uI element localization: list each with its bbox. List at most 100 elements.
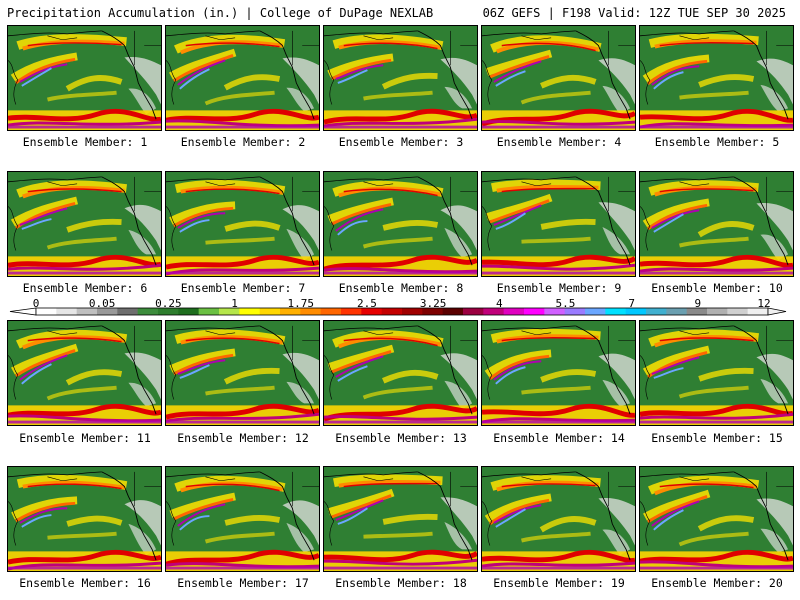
colorbar-swatch-24 <box>524 308 545 315</box>
colorbar-swatch-0 <box>36 308 57 315</box>
colorbar-swatch-28 <box>605 308 627 315</box>
precip-map-7 <box>166 172 319 276</box>
ensemble-member-label-20: Ensemble Member: 20 <box>651 576 783 590</box>
ensemble-member-map-10 <box>639 171 794 277</box>
ensemble-member-map-11 <box>7 320 162 426</box>
colorbar-tick-label: 0 <box>32 297 40 310</box>
ensemble-member-label-19: Ensemble Member: 19 <box>493 576 625 590</box>
ensemble-member-label-15: Ensemble Member: 15 <box>651 431 783 445</box>
colorbar-swatch-1 <box>56 308 78 315</box>
ensemble-member-map-13 <box>323 320 478 426</box>
colorbar-swatch-26 <box>564 308 586 315</box>
colorbar-swatch-35 <box>747 308 769 315</box>
colorbar-swatch-14 <box>320 308 342 315</box>
colorbar-swatch-4 <box>117 308 139 315</box>
ensemble-member-label-18: Ensemble Member: 18 <box>335 576 467 590</box>
map-title: Precipitation Accumulation (in.) | Colle… <box>7 6 434 20</box>
colorbar-swatch-12 <box>280 308 301 315</box>
precip-map-8 <box>324 172 477 276</box>
colorbar-tick-label: 9 <box>694 297 702 310</box>
precip-map-2 <box>166 26 319 130</box>
model-run-info: 06Z GEFS | F198 Valid: 12Z TUE SEP 30 20… <box>482 6 786 20</box>
ensemble-member-label-12: Ensemble Member: 12 <box>177 431 309 445</box>
colorbar-tick-label: 4 <box>495 297 503 310</box>
precip-map-12 <box>166 321 319 425</box>
precip-map-1 <box>8 26 161 130</box>
ensemble-member-map-1 <box>7 25 162 131</box>
colorbar-tick-label: 1 <box>231 297 238 310</box>
precip-map-4 <box>482 26 635 130</box>
colorbar-tick-label: 2.5 <box>356 297 377 310</box>
colorbar-swatch-27 <box>585 308 606 315</box>
colorbar-swatch-29 <box>625 308 647 315</box>
colorbar-tick-label: 12 <box>757 297 771 310</box>
ensemble-member-map-4 <box>481 25 636 131</box>
colorbar-swatch-7 <box>178 308 200 315</box>
precip-map-3 <box>324 26 477 130</box>
ensemble-member-map-9 <box>481 171 636 277</box>
colorbar-swatch-20 <box>442 308 464 315</box>
ensemble-member-label-7: Ensemble Member: 7 <box>180 281 306 295</box>
ensemble-member-label-13: Ensemble Member: 13 <box>335 431 467 445</box>
ensemble-member-map-17 <box>165 466 320 572</box>
precip-map-13 <box>324 321 477 425</box>
colorbar-tick-label: 5.5 <box>555 297 576 310</box>
colorbar-swatch-31 <box>666 308 688 315</box>
ensemble-member-label-4: Ensemble Member: 4 <box>496 135 622 149</box>
colorbar-swatch-11 <box>259 308 281 315</box>
colorbar-tick-label: 3.25 <box>419 297 447 310</box>
ensemble-member-label-2: Ensemble Member: 2 <box>180 135 306 149</box>
ensemble-member-map-19 <box>481 466 636 572</box>
ensemble-member-label-17: Ensemble Member: 17 <box>177 576 309 590</box>
colorbar-swatch-22 <box>483 308 505 315</box>
colorbar-swatch-16 <box>361 308 383 315</box>
precip-map-16 <box>8 467 161 571</box>
precip-map-14 <box>482 321 635 425</box>
colorbar-tick-label: 0.05 <box>88 297 116 310</box>
ensemble-member-map-8 <box>323 171 478 277</box>
precip-map-18 <box>324 467 477 571</box>
colorbar-swatch-23 <box>503 308 525 315</box>
ensemble-member-map-12 <box>165 320 320 426</box>
precip-map-17 <box>166 467 319 571</box>
precip-map-10 <box>640 172 793 276</box>
ensemble-member-map-7 <box>165 171 320 277</box>
colorbar-tick-label: 0.25 <box>155 297 182 310</box>
ensemble-member-map-15 <box>639 320 794 426</box>
colorbar-swatch-6 <box>158 308 179 315</box>
colorbar-swatch-30 <box>646 308 667 315</box>
colorbar-tick-label: 1.75 <box>287 297 314 310</box>
ensemble-member-label-16: Ensemble Member: 16 <box>19 576 151 590</box>
precip-map-15 <box>640 321 793 425</box>
colorbar-tick-label: 7 <box>628 297 635 310</box>
precip-map-19 <box>482 467 635 571</box>
ensemble-member-map-2 <box>165 25 320 131</box>
precip-map-20 <box>640 467 793 571</box>
ensemble-member-map-3 <box>323 25 478 131</box>
ensemble-member-label-10: Ensemble Member: 10 <box>651 281 783 295</box>
precip-map-11 <box>8 321 161 425</box>
ensemble-member-label-5: Ensemble Member: 5 <box>654 135 780 149</box>
ensemble-member-label-3: Ensemble Member: 3 <box>338 135 464 149</box>
ensemble-member-label-14: Ensemble Member: 14 <box>493 431 625 445</box>
colorbar-swatch-34 <box>727 308 749 315</box>
ensemble-member-map-16 <box>7 466 162 572</box>
ensemble-member-label-6: Ensemble Member: 6 <box>22 281 148 295</box>
colorbar-swatch-8 <box>198 308 220 315</box>
colorbar-swatch-15 <box>341 308 362 315</box>
ensemble-member-label-9: Ensemble Member: 9 <box>496 281 622 295</box>
ensemble-member-map-5 <box>639 25 794 131</box>
precip-map-6 <box>8 172 161 276</box>
colorbar-swatch-13 <box>300 308 322 315</box>
ensemble-member-label-1: Ensemble Member: 1 <box>22 135 148 149</box>
colorbar-swatch-18 <box>402 308 423 315</box>
ensemble-member-map-18 <box>323 466 478 572</box>
colorbar-swatch-9 <box>219 308 240 315</box>
colorbar-swatch-2 <box>76 308 98 315</box>
ensemble-member-map-6 <box>7 171 162 277</box>
colorbar-swatch-17 <box>381 308 403 315</box>
colorbar-swatch-3 <box>97 308 118 315</box>
precip-map-5 <box>640 26 793 130</box>
colorbar-swatch-19 <box>422 308 444 315</box>
colorbar-swatch-32 <box>686 308 708 315</box>
